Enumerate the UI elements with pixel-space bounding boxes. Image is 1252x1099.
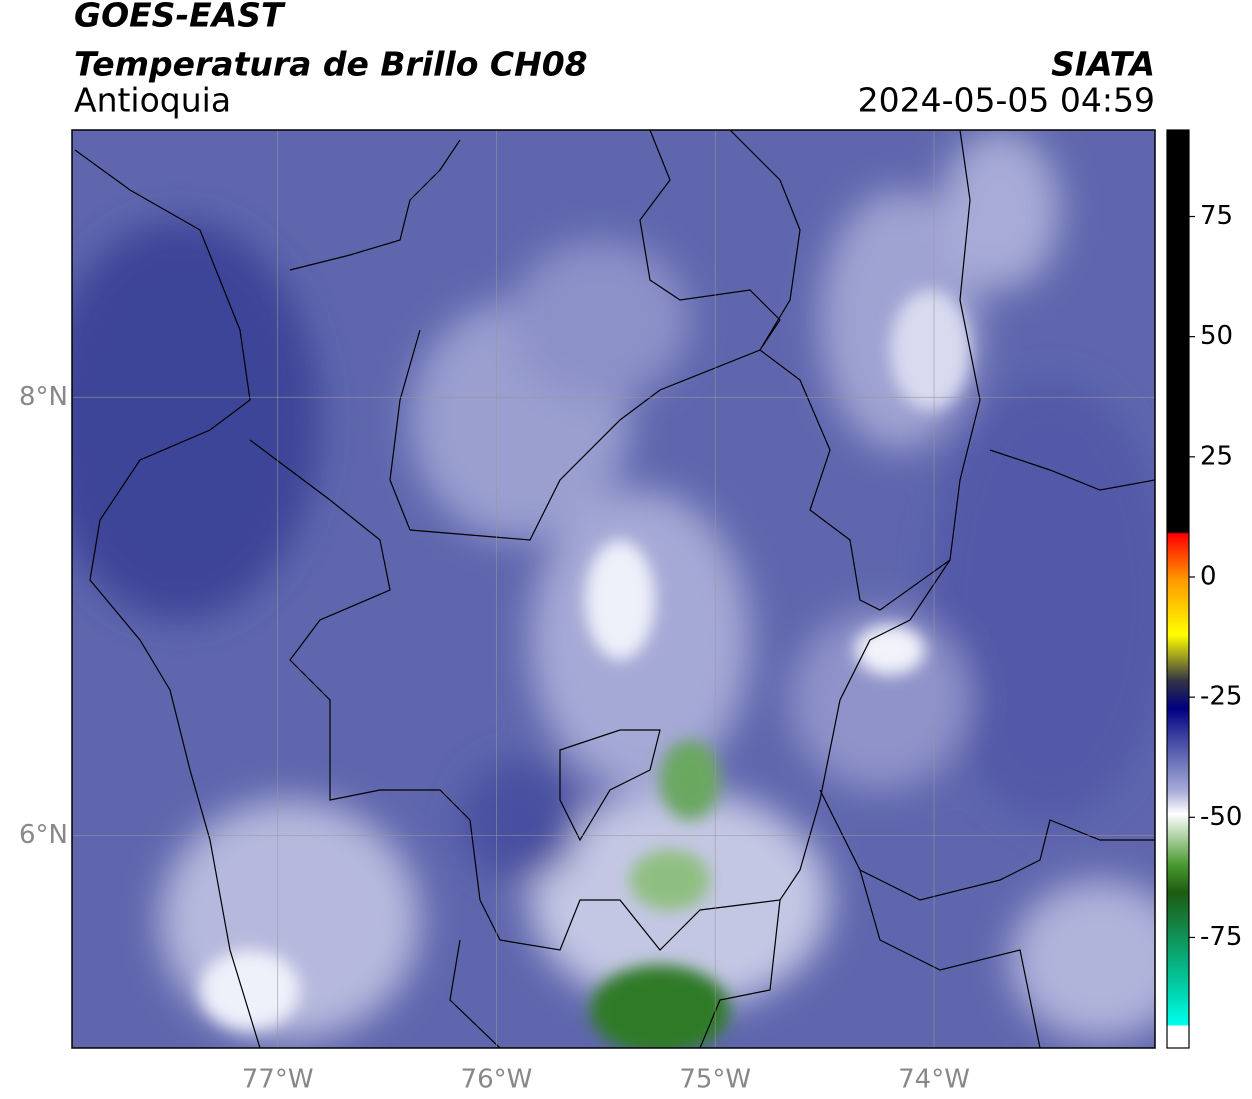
- colorbar-tick-label: 25: [1200, 441, 1233, 471]
- colorbar-tick-label: 75: [1200, 201, 1233, 231]
- map-frame: [71, 129, 1156, 1049]
- title: GOES-EAST: [74, 0, 286, 35]
- colorbar-tick-label: 0: [1200, 561, 1217, 591]
- y-tick-label: 8°N: [19, 382, 68, 412]
- map-field: [72, 130, 1155, 1048]
- colorbar-tick-label: -75: [1200, 922, 1242, 952]
- datetime: 2024-05-05 04:59: [858, 81, 1155, 120]
- boundaries: [74, 130, 1155, 1048]
- x-tick-label: 76°W: [461, 1065, 533, 1095]
- colorbar-tick-label: -50: [1200, 802, 1242, 832]
- colorbar-tick-label: -25: [1200, 682, 1242, 712]
- subtitle: Temperatura de Brillo CH08: [74, 45, 588, 84]
- source: SIATA: [1051, 45, 1155, 84]
- colorbar: [1166, 129, 1190, 1049]
- x-tick-label: 77°W: [242, 1065, 314, 1095]
- region: Antioquia: [74, 81, 231, 120]
- y-tick-label: 6°N: [19, 820, 68, 850]
- colorbar-tick-label: 50: [1200, 321, 1233, 351]
- x-tick-label: 75°W: [679, 1065, 751, 1095]
- grid: [72, 130, 1155, 1048]
- x-tick-label: 74°W: [898, 1065, 970, 1095]
